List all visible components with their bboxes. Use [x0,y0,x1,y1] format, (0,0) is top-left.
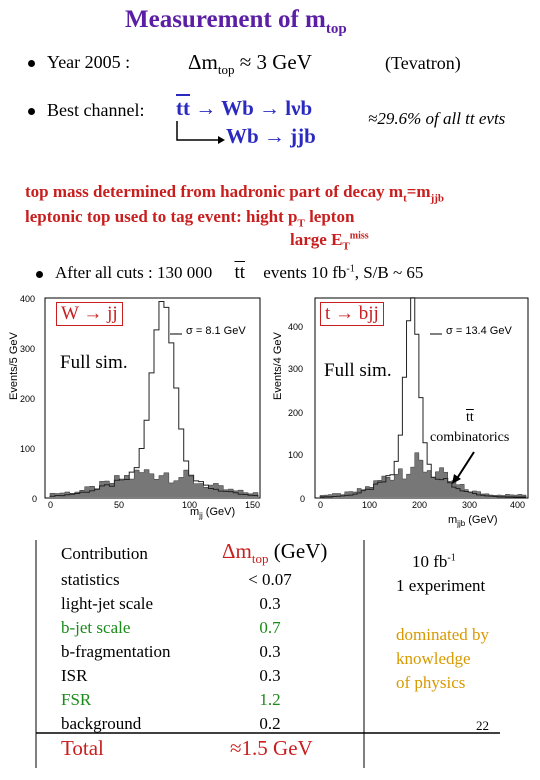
xtick-150-left: 150 [245,500,261,510]
ylabel-left: Events/5 GeV [8,332,20,400]
xtick-50-left: 50 [114,500,125,510]
ytick-0-left: 0 [32,494,38,504]
page-number: 22 [476,718,489,733]
tevatron-note: (Tevatron) [385,53,461,73]
table-row-name: FSR [61,690,92,709]
arrow-icon [452,451,475,484]
ytick-200-left: 200 [20,394,36,404]
table-row-name: background [61,714,142,733]
xtick-300-right: 300 [462,500,478,510]
table-row-value: 0.7 [259,618,281,637]
ytick-300-left: 300 [20,344,36,354]
table-row-value: 0.2 [259,714,281,733]
bullet-dot [28,108,35,116]
total-value: ≈1.5 GeV [230,736,313,760]
bullet-best-channel: Best channel: [28,100,144,121]
channel-fraction: ≈29.6% of all tt evts [368,109,506,128]
bullet-dot [36,270,43,278]
combinatorics-annotation: combinatorics [430,430,510,446]
ytick-0-right: 0 [300,494,306,504]
table-row-value: 1.2 [259,690,281,709]
physics-note-2: knowledge [396,649,471,668]
ytick-200-right: 200 [288,408,304,418]
year-label: Year 2005 : [47,52,131,72]
physics-note-1: dominated by [396,625,490,644]
xtick-0-left: 0 [48,500,54,510]
table-row-value: 0.3 [259,642,281,661]
xtick-100-left: 100 [182,500,198,510]
ytick-300-right: 300 [288,364,304,374]
xtick-400-right: 400 [510,500,526,510]
full-sim-left: Full sim. [60,352,128,374]
histogram-mjj [44,297,261,499]
ylabel-right: Events/4 GeV [272,332,284,400]
slide-title: Measurement of mtop [125,6,347,37]
after-cuts-line: After all cuts : 130 000 tt events 10 fb… [36,262,423,284]
delta-mtop-tevatron: Δmtop ≈ 3 GeV [188,50,312,78]
table-header-contribution: Contribution [61,544,148,563]
total-label: Total [61,736,104,760]
table-row-name: statistics [61,570,120,589]
table-values: < 0.07 0.3 0.7 0.3 0.3 1.2 0.2 [200,568,340,736]
branch-arrow-icon [176,121,225,144]
table-names: statistics light-jet scale b-jet scale b-fr… [61,568,171,736]
lumi-note: 10 fb-1 [412,552,456,571]
xtick-200-right: 200 [412,500,428,510]
sigma-left: σ = 8.1 GeV [186,325,246,337]
full-sim-right: Full sim. [324,360,392,382]
plot-t-bjj: σ = 13.4 GeV Events/4 GeV mjjb (GeV) 400… [270,290,540,530]
t-bjj-label: t → bjj [320,302,384,326]
bullet-dot [28,60,35,68]
table-row-value: < 0.07 [248,570,292,589]
xtick-0-right: 0 [318,500,324,510]
best-channel-label: Best channel: [47,100,145,120]
xlabel-left: mjj (GeV) [190,506,236,521]
table-row-name: ISR [61,666,88,685]
ytick-400-right: 400 [288,322,304,332]
xlabel-right: mjjb (GeV) [448,514,498,529]
table-row-value: 0.3 [259,666,281,685]
decay-chain-1: tt → Wb → lνb [176,96,313,120]
w-jj-label: W → jj [56,302,123,326]
table-row-value: 0.3 [259,594,281,613]
ytick-100-right: 100 [288,450,304,460]
leptonic-note: leptonic top used to tag event: hight pT… [25,207,355,230]
ytick-100-left: 100 [20,444,36,454]
ytick-400-left: 400 [20,294,36,304]
decay-chain-2: Wb → jjb [226,124,316,148]
table-frame [35,540,500,768]
bullet-year: Year 2005 : [28,52,130,73]
table-row-name: light-jet scale [61,594,154,613]
missing-et-note: large ETmiss [290,230,369,253]
physics-note-3: of physics [396,673,466,692]
histogram-mjjb [314,297,529,499]
hadronic-note: top mass determined from hadronic part o… [25,182,445,205]
experiment-note: 1 experiment [396,576,486,595]
table-row-name: b-fragmentation [61,642,171,661]
sigma-right: σ = 13.4 GeV [446,325,512,337]
table-row-name: b-jet scale [61,618,131,637]
xtick-100-right: 100 [362,500,378,510]
table-header-delta: Δmtop (GeV) [222,539,328,567]
annot-tt: tt [466,410,474,425]
plot-w-jj: σ = 8.1 GeV Events/5 GeV mjj (GeV) 400 3… [0,290,270,530]
